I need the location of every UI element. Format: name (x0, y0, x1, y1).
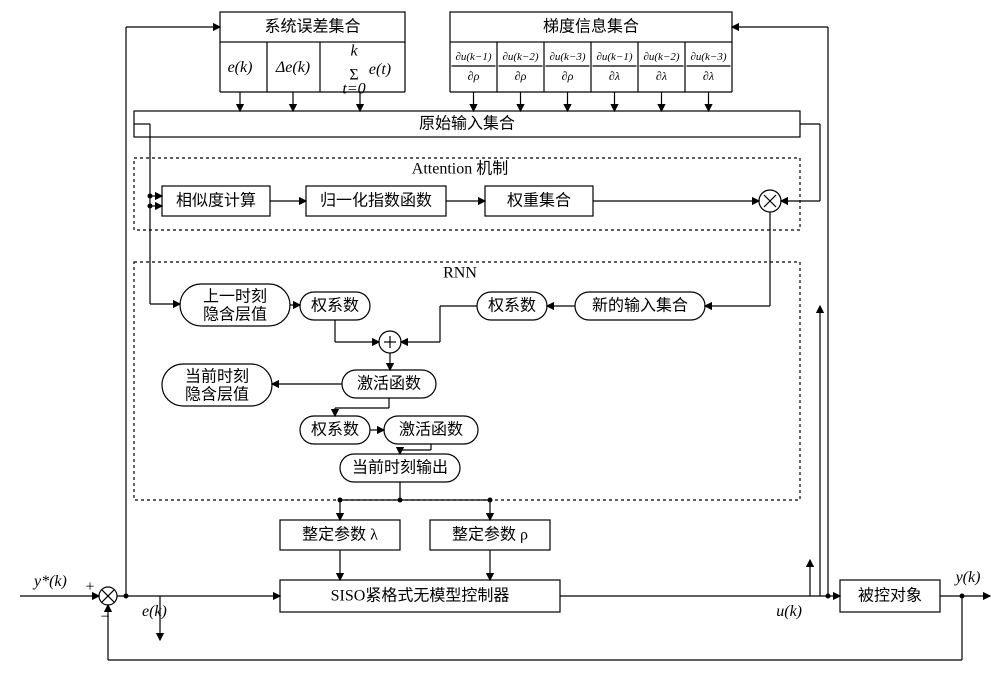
svg-text:激活函数: 激活函数 (357, 375, 421, 393)
svg-text:权系数: 权系数 (488, 297, 536, 315)
svg-text:∂ρ: ∂ρ (562, 69, 574, 83)
svg-text:∂u(k−2): ∂u(k−2) (643, 51, 679, 63)
svg-text:系统误差集合: 系统误差集合 (264, 18, 360, 36)
svg-text:Attention 机制: Attention 机制 (412, 160, 508, 178)
svg-text:+: + (85, 579, 94, 596)
svg-text:相似度计算: 相似度计算 (176, 191, 256, 210)
svg-text:k: k (350, 43, 358, 60)
svg-text:原始输入集合: 原始输入集合 (419, 115, 515, 133)
svg-text:归一化指数函数: 归一化指数函数 (320, 192, 432, 210)
svg-text:∂u(k−2): ∂u(k−2) (502, 51, 538, 63)
svg-text:e(k): e(k) (142, 603, 167, 620)
svg-text:y(k): y(k) (954, 569, 981, 586)
svg-text:被控对象: 被控对象 (858, 587, 922, 605)
svg-text:整定参数 λ: 整定参数 λ (302, 526, 378, 544)
svg-text:SISO紧格式无模型控制器: SISO紧格式无模型控制器 (331, 587, 510, 605)
svg-text:∂u(k−1): ∂u(k−1) (596, 51, 632, 63)
svg-text:Δe(k): Δe(k) (275, 59, 310, 76)
svg-text:梯度信息集合: 梯度信息集合 (543, 18, 639, 36)
svg-text:t=0: t=0 (342, 81, 365, 98)
svg-text:∂ρ: ∂ρ (468, 69, 480, 83)
svg-text:权重集合: 权重集合 (507, 192, 571, 210)
svg-text:∂u(k−3): ∂u(k−3) (549, 51, 585, 63)
svg-text:整定参数 ρ: 整定参数 ρ (452, 526, 528, 544)
svg-text:∂λ: ∂λ (703, 69, 714, 83)
svg-text:权系数: 权系数 (311, 421, 359, 439)
svg-text:∂u(k−1): ∂u(k−1) (455, 51, 491, 63)
svg-text:新的输入集合: 新的输入集合 (592, 297, 688, 315)
svg-text:u(k): u(k) (776, 603, 802, 620)
svg-text:∂u(k−3): ∂u(k−3) (690, 51, 726, 63)
svg-text:上一时刻: 上一时刻 (203, 288, 267, 306)
svg-text:∂λ: ∂λ (656, 69, 667, 83)
svg-text:权系数: 权系数 (311, 297, 359, 315)
svg-text:RNN: RNN (443, 265, 477, 282)
svg-text:e(t): e(t) (369, 61, 391, 78)
svg-text:∂ρ: ∂ρ (515, 69, 527, 83)
svg-text:隐含层值: 隐含层值 (203, 306, 267, 324)
svg-text:y*(k): y*(k) (32, 573, 67, 590)
svg-text:激活函数: 激活函数 (399, 421, 463, 439)
svg-text:当前时刻输出: 当前时刻输出 (352, 459, 448, 477)
svg-text:∂λ: ∂λ (609, 69, 620, 83)
svg-text:e(k): e(k) (228, 59, 253, 76)
svg-text:隐含层值: 隐含层值 (185, 386, 249, 404)
svg-text:当前时刻: 当前时刻 (185, 368, 249, 386)
